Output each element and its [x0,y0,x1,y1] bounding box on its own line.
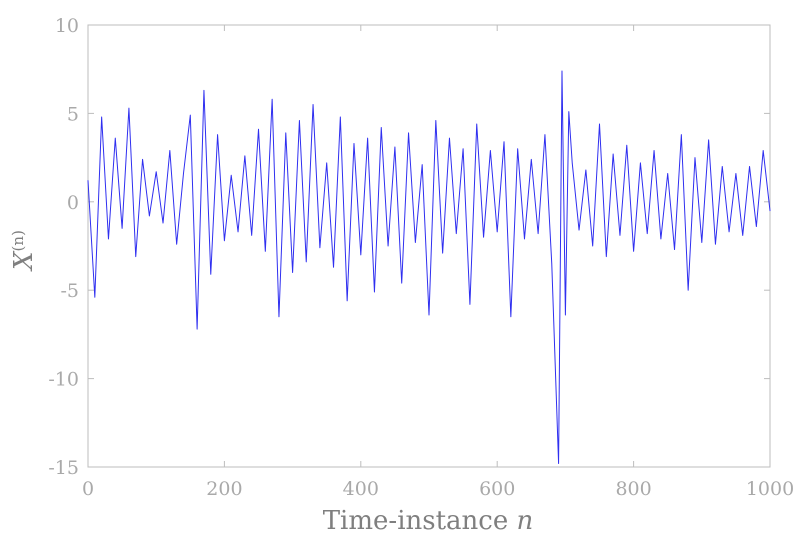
y-axis-label: X(n) [9,230,39,272]
y-tick-group: 10 5 0 -5 -10 -15 [48,15,770,479]
x-tick-label: 600 [479,478,515,500]
x-tick-label: 0 [82,478,94,500]
x-tick-label: 200 [206,478,242,500]
y-tick-label: 10 [55,15,79,37]
y-tick-label: 5 [67,103,79,125]
y-tick-label: -10 [48,369,79,391]
x-tick-label: 800 [615,478,651,500]
x-tick-label: 1000 [746,478,794,500]
signal-series-line [87,70,771,464]
y-tick-label: -5 [60,280,79,302]
x-axis-label: Time-instance n [323,506,534,536]
y-tick-label: -15 [48,457,79,479]
x-tick-group: 0 200 400 600 800 1000 [82,25,794,500]
y-tick-label: 0 [67,192,79,214]
x-tick-label: 400 [343,478,379,500]
plot-frame [87,24,771,468]
series-group [87,70,771,464]
